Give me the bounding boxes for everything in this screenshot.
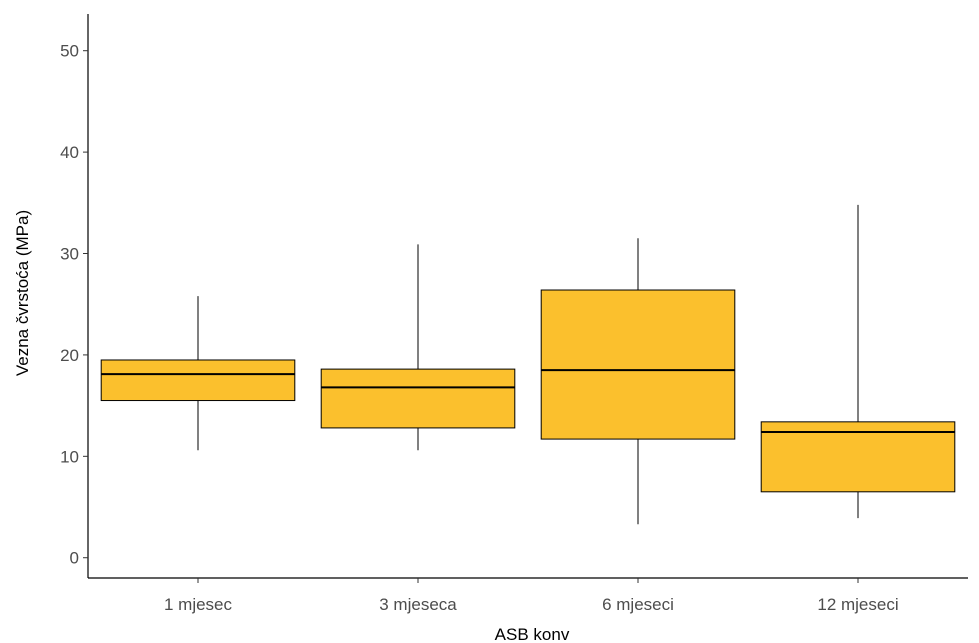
x-axis-title: ASB konv <box>495 625 570 643</box>
x-tick-label: 6 mjeseci <box>602 595 674 614</box>
x-tick-label: 3 mjeseca <box>379 595 457 614</box>
x-tick-label: 1 mjesec <box>164 595 233 614</box>
x-tick-label: 12 mjeseci <box>817 595 898 614</box>
iqr-box <box>540 289 736 440</box>
box-group <box>320 244 516 451</box>
box-group <box>760 204 956 519</box>
x-axis: 1 mjesec 3 mjeseca 6 mjeseci 12 mjeseci <box>88 577 968 614</box>
iqr-box <box>320 368 516 429</box>
y-tick-label: 30 <box>60 245 79 264</box>
iqr-box <box>760 421 956 493</box>
box-group <box>100 296 296 451</box>
box-group <box>540 238 736 525</box>
y-tick-label: 40 <box>60 143 79 162</box>
plot-area <box>100 204 956 525</box>
y-tick-label: 0 <box>70 549 79 568</box>
y-axis-title: Vezna čvrstoća (MPa) <box>13 210 32 376</box>
iqr-box <box>100 359 296 402</box>
y-tick-label: 20 <box>60 346 79 365</box>
y-tick-label: 10 <box>60 447 79 466</box>
y-axis: 0 10 20 30 40 50 <box>60 14 89 578</box>
y-tick-label: 50 <box>60 42 79 61</box>
